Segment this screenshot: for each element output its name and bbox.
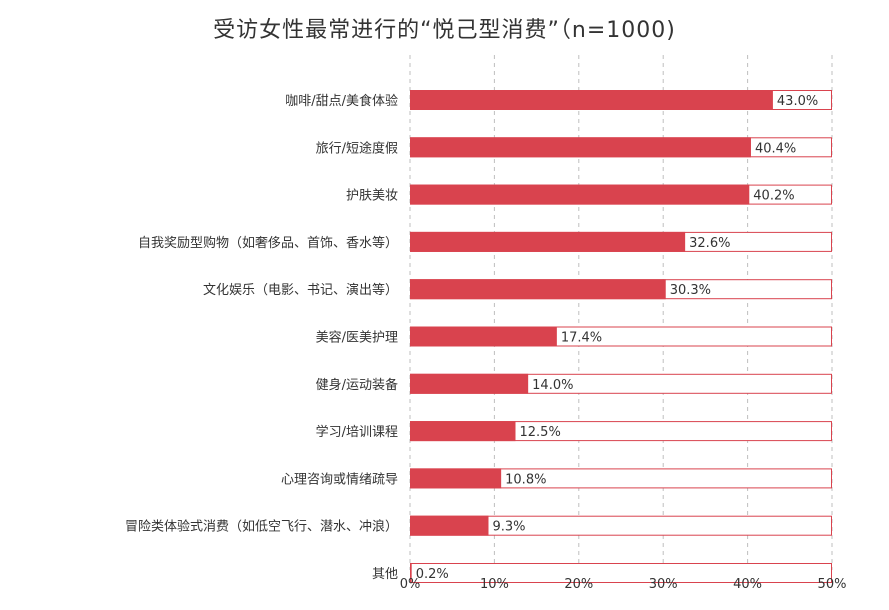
data-label: 0.2%	[416, 567, 449, 582]
category-label: 美容/医美护理	[316, 330, 398, 346]
data-label: 9.3%	[492, 520, 525, 535]
bar	[410, 231, 686, 252]
chart-title: 受访女性最常进行的“悦己型消费”（n=1000)	[213, 18, 676, 43]
category-label: 护肤美妆	[346, 189, 398, 204]
category-label: 咖啡/甜点/美食体验	[285, 93, 398, 109]
data-label: 43.0%	[777, 94, 818, 109]
bar	[410, 137, 751, 158]
bar	[410, 515, 489, 536]
data-label: 12.5%	[520, 425, 561, 440]
category-label: 冒险类体验式消费（如低空飞行、潜水、冲浪）	[125, 519, 398, 535]
bar	[410, 468, 502, 489]
category-label: 健身/运动装备	[316, 377, 398, 393]
data-label: 40.2%	[753, 189, 794, 204]
data-label: 32.6%	[689, 236, 730, 251]
category-label: 自我奖励型购物（如奢侈品、首饰、香水等）	[138, 235, 398, 251]
x-tick-label: 30%	[649, 577, 678, 592]
data-label: 30.3%	[670, 283, 711, 298]
data-label: 40.4%	[755, 141, 796, 156]
bar	[410, 90, 773, 110]
category-label: 心理咨询或情绪疏导	[281, 472, 398, 487]
category-label: 文化娱乐（电影、书记、演出等）	[203, 282, 398, 298]
bar	[410, 421, 516, 442]
bar	[410, 373, 529, 394]
x-tick-label: 0%	[400, 577, 421, 592]
bar	[410, 563, 412, 583]
category-label: 学习/培训课程	[316, 424, 398, 440]
bar	[410, 326, 557, 347]
data-label: 14.0%	[532, 378, 573, 393]
bar	[410, 279, 666, 300]
x-tick-label: 50%	[818, 577, 847, 592]
x-tick-label: 10%	[480, 577, 509, 592]
x-tick-label: 40%	[733, 577, 762, 592]
x-tick-label: 20%	[564, 577, 593, 592]
category-label: 旅行/短途度假	[316, 140, 398, 156]
bar-track	[410, 563, 832, 583]
data-label: 17.4%	[561, 331, 602, 346]
category-label: 其他	[372, 567, 398, 582]
bar	[410, 184, 750, 205]
data-label: 10.8%	[505, 472, 546, 487]
